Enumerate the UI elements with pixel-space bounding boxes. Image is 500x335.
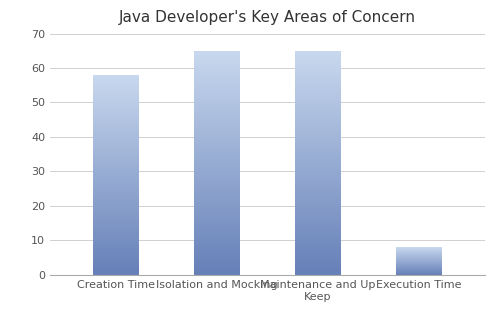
Title: Java Developer's Key Areas of Concern: Java Developer's Key Areas of Concern: [119, 10, 416, 25]
